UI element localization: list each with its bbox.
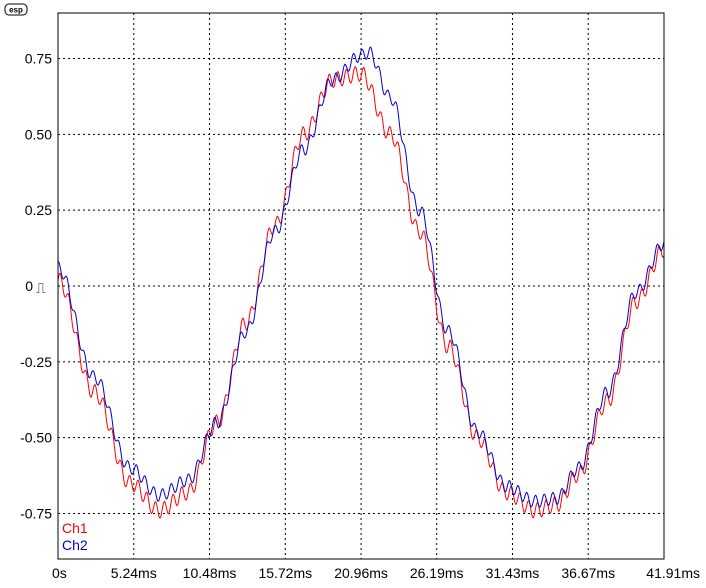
y-tick-label: 0.75 [25, 51, 52, 67]
x-tick-label: 5.24ms [111, 565, 157, 581]
y-tick-labels: 0.75 0.50 0.25 0 -0.25 -0.50 -0.75 [20, 51, 52, 522]
x-tick-label: 0s [52, 565, 67, 581]
x-tick-labels: 0s 5.24ms 10.48ms 15.72ms 20.96ms 26.19ms 31.4… [52, 565, 700, 581]
series-ch1 [57, 66, 665, 519]
series-group [57, 46, 665, 519]
series-ch2 [57, 46, 665, 508]
x-tick-label: 15.72ms [258, 565, 312, 581]
y-tick-label: -0.25 [20, 354, 52, 370]
plot-frame [57, 12, 665, 560]
x-tick-label: 20.96ms [334, 565, 388, 581]
series-line-ch1 [57, 66, 665, 519]
series-line-ch2 [57, 46, 665, 508]
y-tick-label: 0 [25, 278, 33, 294]
y-tick-label: -0.50 [20, 430, 52, 446]
x-tick-label: 10.48ms [183, 565, 237, 581]
legend-ch1: Ch1 [62, 520, 88, 536]
x-tick-label: 41.91ms [646, 565, 700, 581]
grid-lines [58, 13, 664, 559]
legend-ch2: Ch2 [62, 537, 88, 553]
y-tick-label: 0.25 [25, 202, 52, 218]
y-tick-label: -0.75 [20, 506, 52, 522]
x-tick-label: 26.19ms [410, 565, 464, 581]
esp-logo: esp [4, 3, 28, 16]
x-tick-label: 36.67ms [561, 565, 615, 581]
x-tick-label: 31.43ms [486, 565, 540, 581]
trigger-marker: ⎍ [36, 281, 46, 297]
esp-logo-text: esp [9, 6, 23, 15]
y-tick-label: 0.50 [25, 126, 52, 142]
